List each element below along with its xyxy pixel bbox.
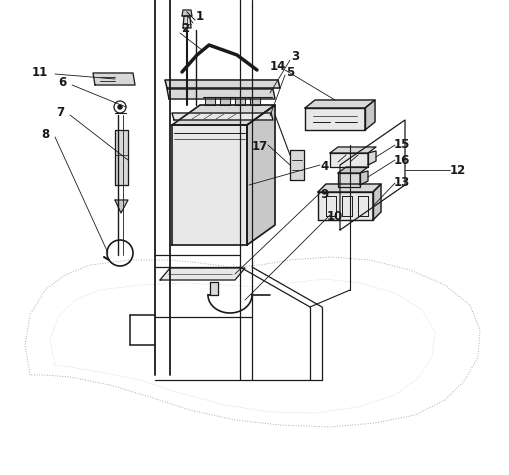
Text: 13: 13: [393, 177, 409, 190]
Text: 4: 4: [320, 161, 328, 173]
Text: 3: 3: [290, 50, 298, 64]
Polygon shape: [372, 184, 380, 220]
Polygon shape: [318, 184, 380, 192]
Polygon shape: [329, 147, 375, 153]
Polygon shape: [290, 150, 303, 180]
Text: 11: 11: [32, 66, 48, 78]
Polygon shape: [172, 125, 246, 245]
Text: 7: 7: [56, 105, 64, 118]
Polygon shape: [115, 200, 128, 213]
Text: 12: 12: [449, 163, 465, 177]
Polygon shape: [304, 100, 374, 108]
Text: 16: 16: [393, 153, 409, 167]
Text: 5: 5: [286, 66, 294, 78]
Polygon shape: [337, 173, 359, 187]
Polygon shape: [182, 10, 191, 16]
Text: 10: 10: [326, 210, 343, 224]
Polygon shape: [329, 153, 367, 167]
Text: 15: 15: [393, 139, 409, 152]
Polygon shape: [337, 167, 367, 173]
Polygon shape: [235, 97, 244, 105]
Polygon shape: [160, 268, 244, 280]
Polygon shape: [318, 192, 372, 220]
Text: 14: 14: [269, 60, 286, 74]
Circle shape: [118, 105, 122, 109]
Text: 1: 1: [195, 10, 204, 23]
Polygon shape: [93, 73, 135, 85]
Polygon shape: [364, 100, 374, 130]
Polygon shape: [115, 130, 128, 185]
Text: 9: 9: [320, 189, 328, 201]
Polygon shape: [165, 80, 279, 88]
Text: 6: 6: [58, 76, 66, 88]
Polygon shape: [246, 105, 274, 245]
Polygon shape: [210, 282, 217, 295]
Polygon shape: [367, 151, 375, 165]
Text: 2: 2: [181, 22, 189, 36]
Polygon shape: [359, 171, 367, 185]
Polygon shape: [205, 97, 215, 105]
Text: 17: 17: [251, 141, 268, 153]
Polygon shape: [219, 97, 230, 105]
Polygon shape: [183, 16, 191, 28]
Text: 8: 8: [41, 127, 49, 141]
Polygon shape: [172, 105, 274, 125]
Polygon shape: [166, 89, 274, 99]
Polygon shape: [249, 97, 260, 105]
Polygon shape: [172, 113, 272, 120]
Polygon shape: [304, 108, 364, 130]
